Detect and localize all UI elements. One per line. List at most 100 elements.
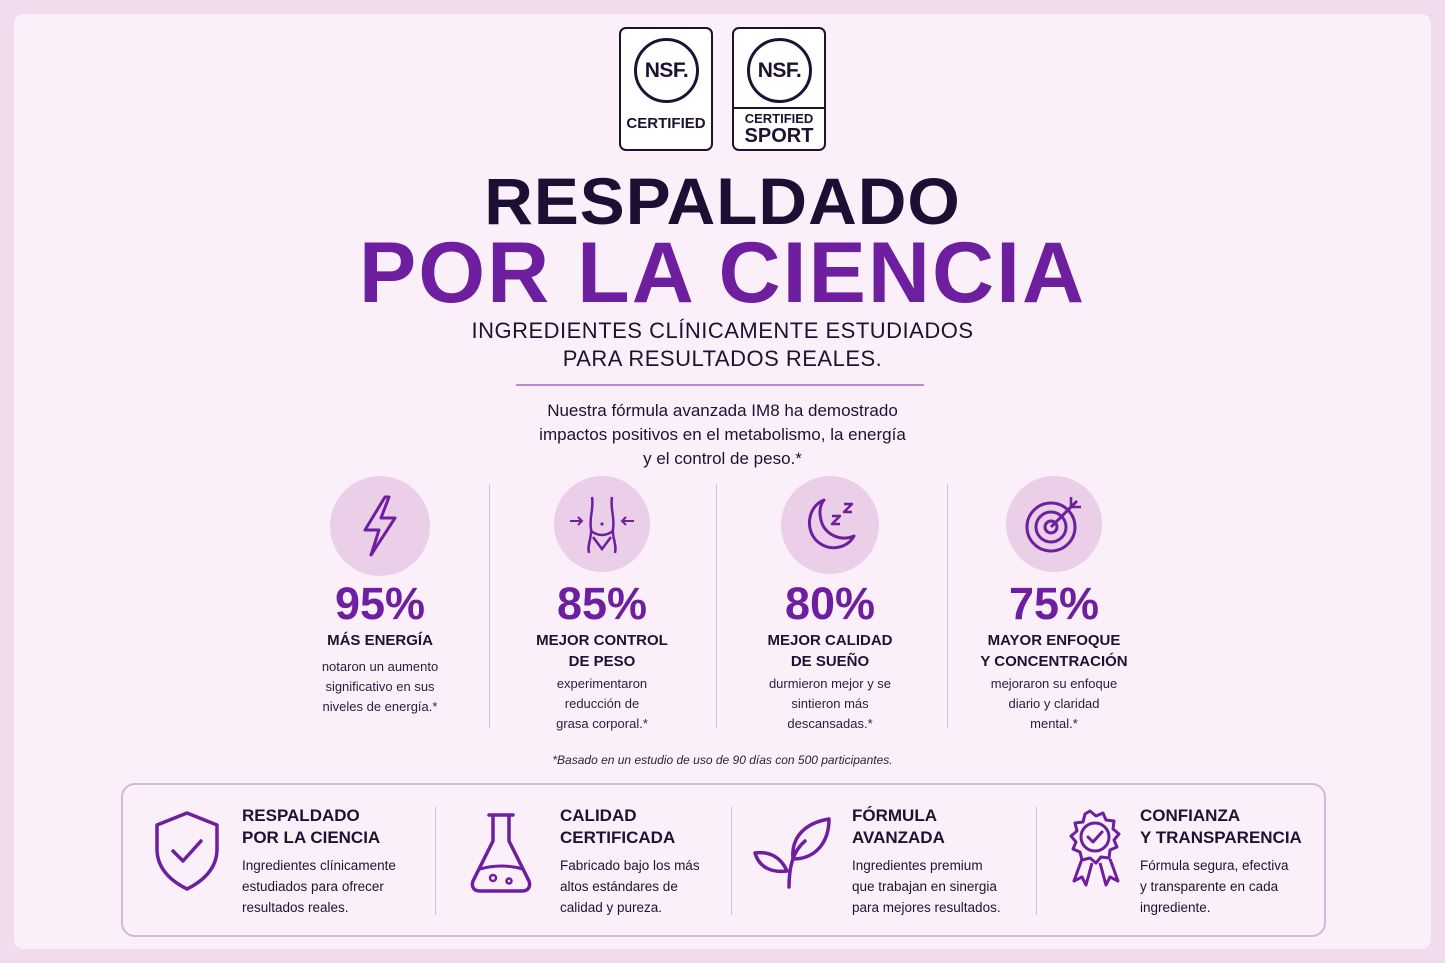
feature-title-line: FÓRMULA — [852, 806, 937, 825]
shield-check-icon — [155, 811, 219, 891]
feature-desc-line: que trabajan en sinergia — [852, 879, 997, 894]
stat-weight: 85% MEJOR CONTROL DE PESO experimentaron… — [492, 476, 712, 734]
stat-value: 85% — [556, 578, 648, 629]
feature-desc-line: Fabricado bajo los más — [560, 858, 700, 873]
feature-separator — [435, 807, 436, 915]
footnote: *Basado en un estudio de uso de 90 días … — [552, 753, 893, 767]
feature-trust: CONFIANZA Y TRANSPARENCIA Fórmula segura… — [1060, 785, 1322, 935]
stat-desc-line: mejoraron su enfoque — [990, 676, 1118, 691]
certified-sport-top-label: CERTIFIED — [744, 111, 814, 126]
feature-desc-line: para mejores resultados. — [852, 900, 1001, 915]
moon-icon — [781, 476, 879, 574]
feature-desc-line: resultados reales. — [242, 900, 349, 915]
stat-desc-line: experimentaron — [556, 676, 648, 691]
feature-title-line: CERTIFICADA — [560, 828, 676, 847]
feature-science: RESPALDADO POR LA CIENCIA Ingredientes c… — [151, 785, 441, 935]
feature-title: RESPALDADO POR LA CIENCIA — [242, 805, 462, 849]
stat-desc-line: durmieron mejor y se — [768, 676, 892, 691]
certification-badges: NSF. CERTIFIED NSF. CERTIFIED SPORT — [619, 27, 829, 152]
stat-label: MAYOR ENFOQUE Y CONCENTRACIÓN — [944, 630, 1164, 672]
feature-title-line: CALIDAD — [560, 806, 637, 825]
stat-label-line: Y CONCENTRACIÓN — [980, 653, 1128, 670]
feature-title: CONFIANZA Y TRANSPARENCIA — [1140, 805, 1360, 849]
feature-description: Ingredientes premium que trabajan en sin… — [852, 855, 1052, 918]
feature-desc-line: ingrediente. — [1140, 900, 1211, 915]
feature-title: FÓRMULA AVANZADA — [852, 805, 1072, 849]
badge-divider — [734, 107, 824, 109]
stat-label: MEJOR CALIDAD DE SUEÑO — [720, 630, 940, 672]
nsf-certified-badge: NSF. CERTIFIED — [619, 27, 713, 151]
lightning-icon — [330, 476, 430, 576]
subtitle: INGREDIENTES CLÍNICAMENTE ESTUDIADOS PAR… — [0, 317, 1445, 373]
feature-quality: CALIDAD CERTIFICADA Fabricado bajo los m… — [465, 785, 735, 935]
stat-separator — [489, 484, 490, 728]
feature-title-line: AVANZADA — [852, 828, 945, 847]
feature-desc-line: calidad y pureza. — [560, 900, 663, 915]
certified-sport-bottom-label: SPORT — [744, 125, 814, 147]
stat-desc-line: mental.* — [1030, 716, 1078, 731]
feature-desc-line: estudiados para ofrecer — [242, 879, 384, 894]
features-panel: RESPALDADO POR LA CIENCIA Ingredientes c… — [121, 783, 1326, 937]
subtitle-line2: PARA RESULTADOS REALES. — [562, 346, 883, 371]
feature-desc-line: Fórmula segura, efectiva — [1140, 858, 1289, 873]
feature-formula: FÓRMULA AVANZADA Ingredientes premium qu… — [753, 785, 1043, 935]
waist-icon — [554, 476, 650, 572]
stat-value: 95% — [334, 578, 426, 629]
target-icon — [1006, 476, 1102, 572]
feature-desc-line: Ingredientes clínicamente — [242, 858, 396, 873]
intro-line2: impactos positivos en el metabolismo, la… — [539, 425, 906, 444]
stat-desc-line: significativo en sus — [325, 679, 435, 694]
stat-description: experimentaron reducción de grasa corpor… — [492, 674, 712, 734]
stat-desc-line: reducción de — [564, 696, 640, 711]
stat-label-line: DE PESO — [568, 653, 636, 670]
nsf-certified-sport-badge: NSF. CERTIFIED SPORT — [732, 27, 826, 151]
feature-separator — [731, 807, 732, 915]
award-ribbon-icon — [1069, 809, 1121, 887]
stat-value: 80% — [784, 578, 876, 629]
stat-label: MEJOR CONTROL DE PESO — [492, 630, 712, 672]
intro-line3: y el control de peso.* — [643, 449, 802, 468]
nsf-logo: NSF. — [634, 38, 699, 103]
feature-desc-line: Ingredientes premium — [852, 858, 983, 873]
stat-value: 75% — [1008, 578, 1100, 629]
feature-desc-line: altos estándares de — [560, 879, 678, 894]
feature-title-line: CONFIANZA — [1140, 806, 1241, 825]
subtitle-line1: INGREDIENTES CLÍNICAMENTE ESTUDIADOS — [471, 318, 974, 343]
stat-description: durmieron mejor y se sintieron más desca… — [720, 674, 940, 734]
stat-label-line: DE SUEÑO — [790, 653, 870, 670]
stat-separator — [947, 484, 948, 728]
stat-desc-line: notaron un aumento — [321, 659, 439, 674]
feature-description: Ingredientes clínicamente estudiados par… — [242, 855, 442, 918]
stat-desc-line: grasa corporal.* — [556, 716, 648, 731]
stat-description: mejoraron su enfoque diario y claridad m… — [944, 674, 1164, 734]
divider — [516, 384, 924, 386]
feature-title-line: POR LA CIENCIA — [242, 828, 381, 847]
feature-description: Fórmula segura, efectiva y transparente … — [1140, 855, 1320, 918]
stat-separator — [716, 484, 717, 728]
intro-text: Nuestra fórmula avanzada IM8 ha demostra… — [0, 399, 1445, 471]
feature-separator — [1036, 807, 1037, 915]
feature-title-line: RESPALDADO — [242, 806, 360, 825]
stat-label: MÁS ENERGÍA — [327, 632, 433, 649]
stat-desc-line: niveles de energía.* — [322, 699, 438, 714]
stat-label-line: MEJOR CONTROL — [536, 632, 668, 649]
feature-description: Fabricado bajo los más altos estándares … — [560, 855, 760, 918]
feature-title-line: Y TRANSPARENCIA — [1140, 828, 1302, 847]
leaf-icon — [753, 817, 831, 889]
page-title-line2: POR LA CIENCIA — [358, 225, 1087, 321]
certified-label: CERTIFIED — [626, 115, 706, 132]
feature-title: CALIDAD CERTIFICADA — [560, 805, 780, 849]
page-title-line1: RESPALDADO — [484, 164, 961, 238]
feature-desc-line: y transparente en cada — [1140, 879, 1279, 894]
stat-sleep: 80% MEJOR CALIDAD DE SUEÑO durmieron mej… — [720, 476, 940, 734]
stat-desc-line: sintieron más — [791, 696, 869, 711]
stat-description: notaron un aumento significativo en sus … — [270, 657, 490, 717]
stat-desc-line: descansadas.* — [787, 716, 873, 731]
flask-icon — [470, 813, 532, 893]
stat-energy: 95% MÁS ENERGÍA notaron un aumento signi… — [270, 476, 490, 717]
stat-desc-line: diario y claridad — [1008, 696, 1100, 711]
stat-label-line: MAYOR ENFOQUE — [987, 632, 1121, 649]
nsf-logo: NSF. — [747, 38, 812, 103]
stat-focus: 75% MAYOR ENFOQUE Y CONCENTRACIÓN mejora… — [944, 476, 1164, 734]
intro-line1: Nuestra fórmula avanzada IM8 ha demostra… — [547, 401, 898, 420]
